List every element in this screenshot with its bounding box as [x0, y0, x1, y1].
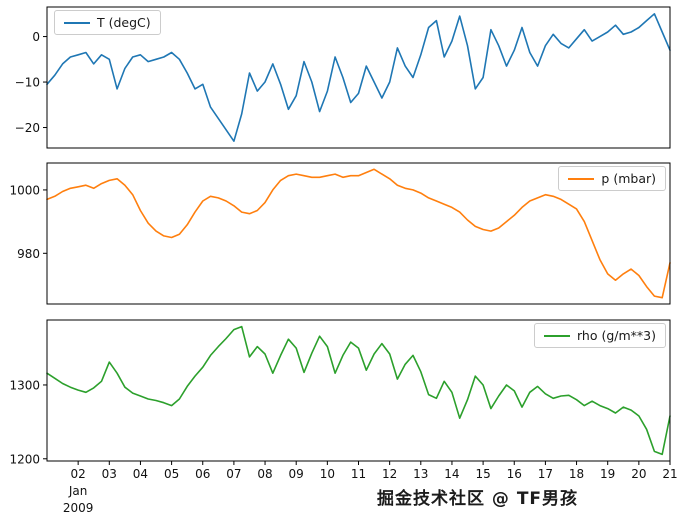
line-series-p	[46, 168, 671, 299]
legend-label-temperature: T (degC)	[97, 15, 151, 30]
x-axis-year-label: 2009	[63, 501, 94, 515]
x-tick-label: 08	[257, 467, 272, 481]
x-tick-label: 19	[600, 467, 615, 481]
x-tick-label: 12	[382, 467, 397, 481]
legend-line-sample-temperature	[64, 21, 90, 24]
legend-label-density: rho (g/m**3)	[577, 328, 656, 343]
x-tick-label: 18	[569, 467, 584, 481]
x-tick-label: 11	[351, 467, 366, 481]
y-tick-label: −20	[15, 121, 40, 135]
y-tick-label: 980	[17, 247, 40, 261]
x-axis-month-label: Jan	[68, 484, 88, 498]
legend-density: rho (g/m**3)	[534, 323, 666, 348]
line-series-T	[46, 13, 671, 142]
legend-line-sample-pressure	[568, 177, 595, 180]
x-tick-label: 06	[195, 467, 210, 481]
x-tick-label: 21	[662, 467, 677, 481]
x-tick-label: 03	[102, 467, 117, 481]
legend-temperature: T (degC)	[54, 10, 161, 35]
y-tick-label: 1300	[9, 378, 40, 392]
x-tick-label: 04	[133, 467, 148, 481]
y-tick-label: 1200	[9, 452, 40, 466]
y-tick-label: 0	[32, 30, 40, 44]
x-tick-label: 14	[444, 467, 459, 481]
x-tick-label: 15	[475, 467, 490, 481]
y-tick-label: −10	[15, 76, 40, 90]
x-tick-label: 17	[538, 467, 553, 481]
axes-spines-0	[46, 6, 671, 149]
legend-pressure: p (mbar)	[558, 166, 666, 191]
x-tick-label: 10	[320, 467, 335, 481]
x-tick-label: 05	[164, 467, 179, 481]
legend-label-pressure: p (mbar)	[601, 171, 656, 186]
x-tick-label: 02	[71, 467, 86, 481]
y-tick-label: 1000	[9, 183, 40, 197]
line-series-rho	[46, 325, 671, 456]
x-tick-label: 16	[507, 467, 522, 481]
x-tick-label: 07	[226, 467, 241, 481]
x-tick-label: 20	[631, 467, 646, 481]
axes-spines-1	[46, 162, 671, 305]
x-tick-label: 09	[289, 467, 304, 481]
legend-line-sample-density	[544, 334, 570, 337]
x-tick-label: 13	[413, 467, 428, 481]
watermark: 掘金技术社区 @ TF男孩	[377, 489, 579, 509]
